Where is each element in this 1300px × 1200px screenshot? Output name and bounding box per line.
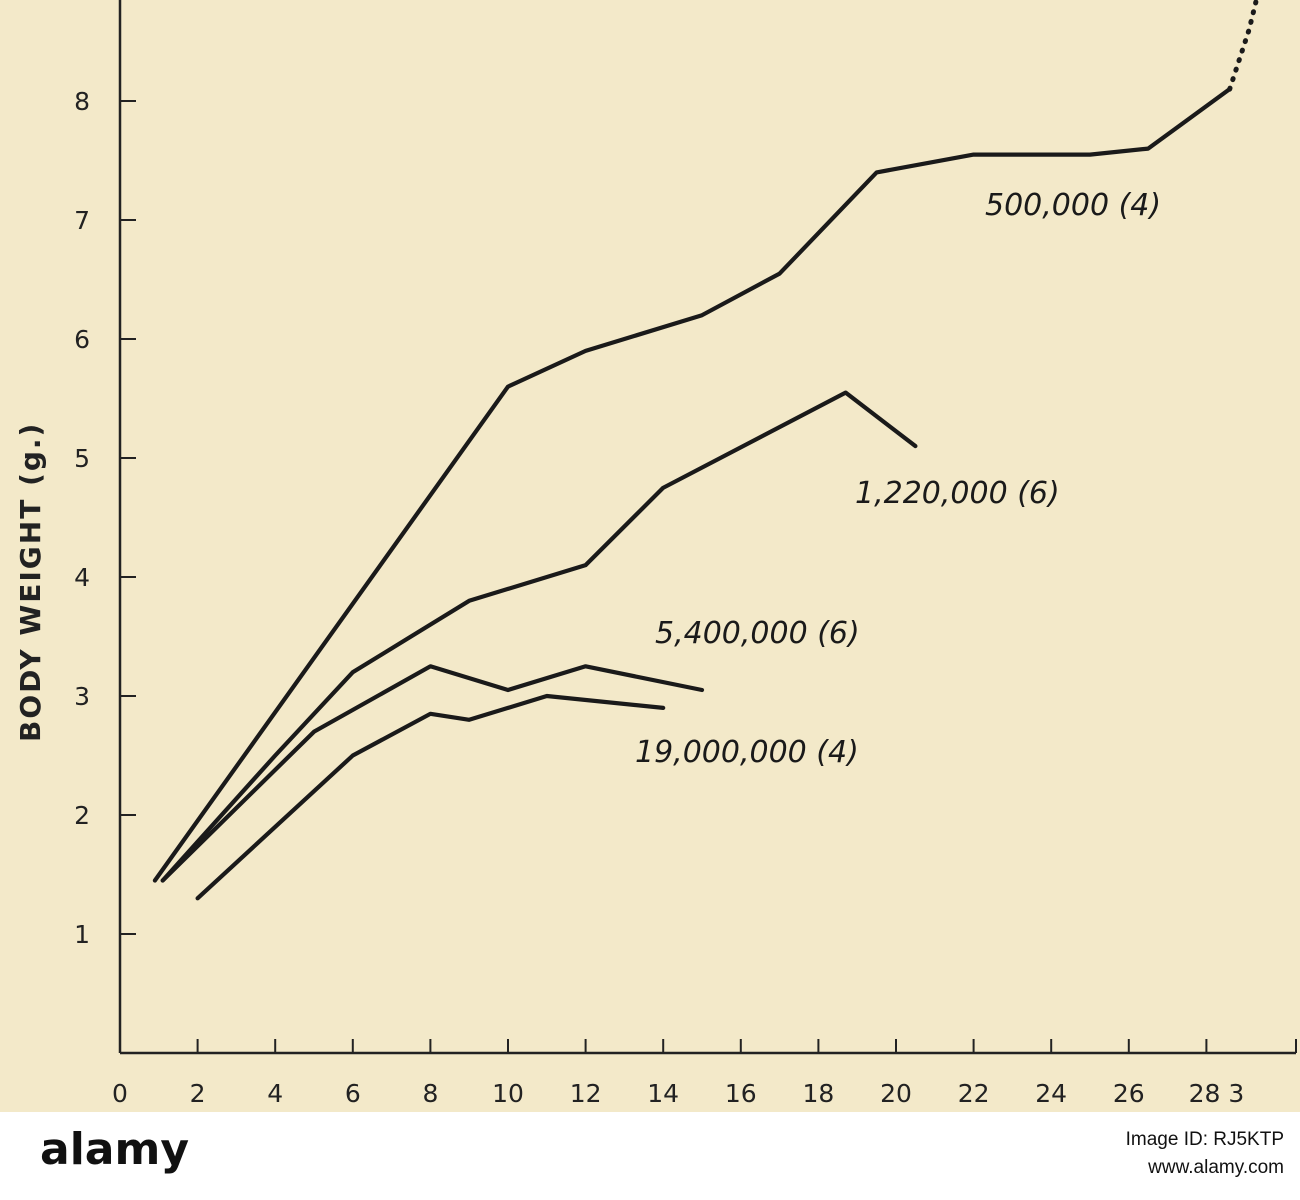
x-tick-label: 8 — [422, 1079, 438, 1108]
series-line-3 — [160, 664, 705, 883]
series-label-2: 1,220,000 (6) — [855, 476, 1060, 511]
watermark-footer: alamy Image ID: RJ5KTP www.alamy.com — [0, 1112, 1300, 1200]
series-line-1 — [152, 87, 1232, 883]
series-group: 500,000 (4) 1,220,000 (6) 5,400,000 (6) 19,… — [152, 0, 1259, 901]
y-tick-label: 1 — [74, 920, 90, 949]
x-tick-label: 28 3 — [1189, 1079, 1245, 1108]
footer-info: Image ID: RJ5KTP www.alamy.com — [1126, 1126, 1284, 1182]
series-label-3: 5,400,000 (6) — [655, 616, 860, 651]
x-tick-label: 12 — [570, 1079, 602, 1108]
x-tick-label: 6 — [345, 1079, 361, 1108]
y-axis-label: BODY WEIGHT (g.) — [14, 422, 47, 742]
y-tick-label: 5 — [74, 444, 90, 473]
x-tick-label: 14 — [647, 1079, 679, 1108]
series-label-1: 500,000 (4) — [985, 188, 1161, 223]
y-tick-label: 7 — [74, 206, 90, 235]
x-tick-label: 4 — [267, 1079, 283, 1108]
x-tick-label: 0 — [112, 1079, 128, 1108]
brand-logo: alamy — [40, 1124, 189, 1175]
series-line-2 — [160, 390, 918, 883]
x-tick-label: 26 — [1113, 1079, 1145, 1108]
image-id-text: Image ID: RJ5KTP — [1125, 1129, 1284, 1150]
site-url-text: www.alamy.com — [1148, 1157, 1284, 1178]
x-tick-label: 16 — [725, 1079, 757, 1108]
x-tick-label: 24 — [1035, 1079, 1067, 1108]
y-tick-label: 2 — [74, 801, 90, 830]
x-tick-label: 20 — [880, 1079, 912, 1108]
x-tick-label: 22 — [958, 1079, 990, 1108]
x-tick-label: 10 — [492, 1079, 524, 1108]
y-tick-label: 4 — [74, 563, 90, 592]
series-dotted-extension-1 — [1227, 0, 1259, 92]
series-label-4: 19,000,000 (4) — [635, 735, 859, 770]
x-tick-label: 2 — [190, 1079, 206, 1108]
y-tick-label: 6 — [74, 325, 90, 354]
y-tick-label: 3 — [74, 682, 90, 711]
y-tick-label: 8 — [74, 87, 90, 116]
x-tick-label: 18 — [802, 1079, 834, 1108]
series-line-4 — [195, 693, 666, 901]
